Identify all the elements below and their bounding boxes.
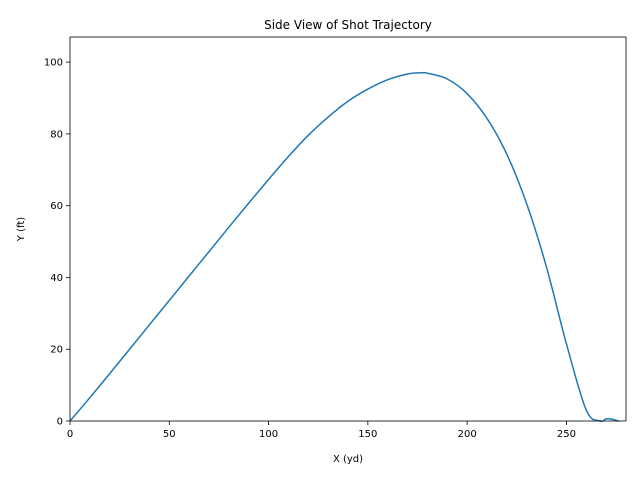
x-tick-label: 50 [163,429,176,440]
plot-area-frame [69,36,627,422]
axis-ticks: 0 50 100 150 200 250 0 20 40 60 80 100 [44,58,576,440]
x-tick-label: 250 [557,429,576,440]
x-axis-label: X (yd) [333,454,363,465]
y-tick-label: 40 [50,273,63,284]
y-tick-label: 0 [57,417,63,428]
y-tick-label: 60 [50,201,63,212]
y-tick-label: 20 [50,345,63,356]
x-tick-label: 100 [259,429,278,440]
chart-title: Side View of Shot Trajectory [264,18,432,32]
x-tick-label: 150 [358,429,377,440]
y-tick-label: 100 [44,58,63,69]
trajectory-line [68,71,619,423]
x-tick-label: 0 [67,429,73,440]
y-axis-label: Y (ft) [16,217,27,242]
x-tick-label: 200 [458,429,477,440]
y-tick-label: 80 [50,129,63,140]
